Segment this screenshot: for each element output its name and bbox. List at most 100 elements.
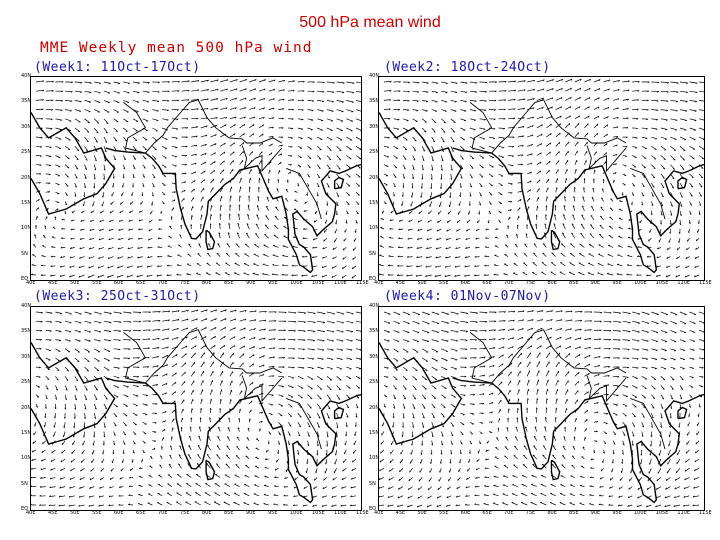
longitude-tick-label: 90E — [590, 280, 601, 286]
longitude-tick-label: 80E — [202, 280, 212, 286]
latitude-tick-label: 30N — [369, 123, 380, 130]
coastline — [31, 329, 361, 504]
longitude-tick-label: 100E — [634, 510, 647, 516]
panel-week4-label: (Week4: 01Nov-07Nov) — [384, 289, 551, 304]
panel-week3-label: (Week3: 25Oct-31Oct) — [34, 289, 201, 304]
longitude-tick-label: 115E — [356, 280, 369, 286]
coastline — [31, 99, 361, 274]
longitude-tick-label: 95E — [612, 280, 622, 286]
latitude-tick-label: EQ — [21, 506, 29, 512]
latitude-tick-label: 5N — [21, 250, 28, 257]
longitude-tick-label: 65E — [136, 280, 146, 286]
longitude-tick-label: 65E — [136, 510, 146, 516]
longitude-tick-label: 70E — [158, 280, 168, 286]
longitude-tick-label: 60E — [460, 510, 471, 516]
longitude-tick-label: 105E — [655, 510, 669, 516]
longitude-tick-label: 80E — [202, 510, 212, 516]
longitude-tick-label: 80E — [547, 510, 557, 516]
latitude-tick-label: 35N — [21, 328, 32, 335]
longitude-tick-label: 45E — [48, 280, 58, 286]
map-panel-week2 — [378, 76, 705, 281]
longitude-tick-label: 100E — [290, 280, 303, 286]
longitude-tick-label: 55E — [92, 510, 102, 516]
wind-vector-map — [31, 309, 361, 507]
map-panel-week3 — [30, 306, 362, 511]
longitude-tick-label: 60E — [114, 280, 124, 286]
longitude-tick-label: 50E — [417, 280, 427, 286]
longitude-tick-label: 85E — [569, 280, 579, 286]
longitude-tick-label: 105E — [312, 510, 325, 516]
longitude-tick-label: 95E — [268, 510, 278, 516]
longitude-tick-label: 50E — [417, 510, 427, 516]
latitude-tick-label: 40N — [21, 73, 32, 79]
longitude-tick-label: 40E — [26, 280, 36, 286]
longitude-tick-label: 105E — [655, 280, 669, 286]
latitude-tick-label: 40N — [369, 303, 380, 309]
longitude-tick-label: 50E — [70, 510, 80, 516]
panel-week2-label: (Week2: 18Oct-24Oct) — [384, 60, 551, 75]
latitude-tick-label: 20N — [21, 174, 32, 181]
longitude-tick-label: 110E — [677, 510, 691, 516]
longitude-tick-label: 95E — [268, 280, 278, 286]
longitude-tick-label: 100E — [634, 280, 647, 286]
panel-week1-label: (Week1: 11Oct-17Oct) — [34, 60, 201, 75]
latitude-tick-label: 20N — [369, 404, 380, 411]
wind-vector-map — [379, 78, 704, 278]
longitude-tick-label: 65E — [482, 510, 492, 516]
longitude-tick-label: 80E — [547, 280, 557, 286]
latitude-tick-label: EQ — [369, 506, 377, 512]
longitude-tick-label: 70E — [504, 510, 514, 516]
longitude-tick-label: 45E — [395, 280, 406, 286]
latitude-tick-label: 5N — [369, 250, 376, 257]
longitude-tick-label: 90E — [590, 510, 601, 516]
wind-vector-map — [31, 78, 361, 279]
latitude-tick-label: 35N — [369, 328, 380, 335]
coastline — [379, 99, 704, 274]
latitude-tick-label: 25N — [369, 149, 380, 156]
latitude-tick-label: 10N — [21, 455, 32, 462]
latitude-tick-label: 35N — [21, 98, 32, 105]
latitude-tick-label: 25N — [21, 149, 32, 156]
longitude-tick-label: 115E — [356, 510, 369, 516]
longitude-tick-label: 70E — [504, 280, 514, 286]
longitude-tick-label: 45E — [395, 510, 406, 516]
latitude-tick-label: EQ — [369, 276, 377, 282]
latitude-tick-label: 15N — [369, 199, 380, 206]
longitude-tick-label: 85E — [569, 510, 579, 516]
latitude-tick-label: 20N — [21, 404, 32, 411]
longitude-tick-label: 40E — [374, 510, 384, 516]
latitude-tick-label: 40N — [21, 303, 32, 309]
latitude-tick-label: 10N — [369, 455, 380, 462]
longitude-tick-label: 55E — [439, 280, 449, 286]
longitude-tick-label: 110E — [677, 280, 691, 286]
longitude-tick-label: 75E — [180, 280, 190, 286]
longitude-tick-label: 60E — [114, 510, 124, 516]
latitude-tick-label: 30N — [21, 123, 32, 130]
longitude-tick-label: 85E — [224, 280, 234, 286]
main-heading: MME Weekly mean 500 hPa wind — [40, 40, 313, 56]
longitude-tick-label: 45E — [48, 510, 58, 516]
longitude-tick-label: 110E — [334, 280, 347, 286]
latitude-tick-label: 10N — [21, 225, 32, 232]
latitude-tick-label: 25N — [21, 379, 32, 386]
longitude-tick-label: 50E — [70, 280, 80, 286]
latitude-tick-label: 35N — [369, 98, 380, 105]
longitude-tick-label: 75E — [180, 510, 190, 516]
longitude-tick-label: 95E — [612, 510, 622, 516]
map-panel-week4 — [378, 306, 705, 511]
longitude-tick-label: 115E — [699, 510, 712, 516]
longitude-tick-label: 90E — [246, 510, 256, 516]
wind-vector-map — [379, 310, 704, 508]
latitude-tick-label: 15N — [21, 199, 32, 206]
longitude-tick-label: 75E — [525, 280, 536, 286]
longitude-tick-label: 55E — [92, 280, 102, 286]
latitude-tick-label: 30N — [21, 353, 32, 360]
longitude-tick-label: 90E — [246, 280, 256, 286]
latitude-tick-label: 15N — [21, 429, 32, 436]
longitude-tick-label: 60E — [460, 280, 471, 286]
longitude-tick-label: 65E — [482, 280, 492, 286]
longitude-tick-label: 85E — [224, 510, 234, 516]
longitude-tick-label: 40E — [374, 280, 384, 286]
latitude-tick-label: 25N — [369, 379, 380, 386]
latitude-tick-label: 5N — [21, 480, 28, 487]
